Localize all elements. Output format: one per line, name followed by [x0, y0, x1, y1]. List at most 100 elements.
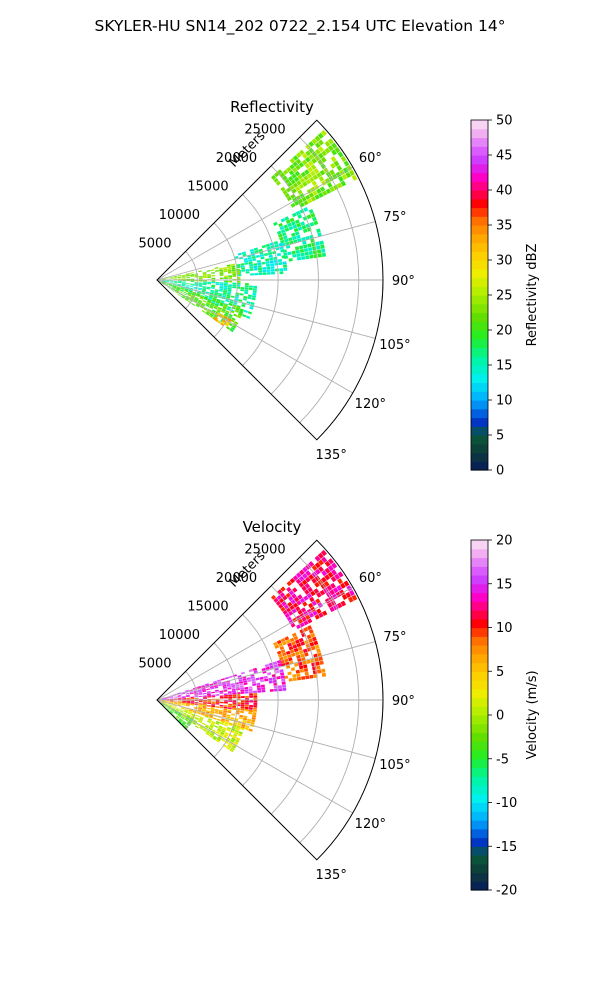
echo-cell	[205, 732, 210, 736]
echo-cell	[313, 168, 320, 174]
echo-cell	[198, 701, 203, 703]
echo-cell	[161, 698, 166, 700]
azimuth-tick-label: 75°	[383, 210, 406, 225]
echo-cell	[223, 287, 228, 290]
echo-cell	[288, 175, 294, 182]
echo-cell	[213, 735, 218, 739]
echo-cell	[166, 708, 170, 712]
echo-cell	[206, 286, 211, 289]
echo-cell	[276, 639, 282, 645]
echo-cell	[303, 664, 308, 669]
range-tick-label: 25000	[244, 542, 285, 557]
echo-cell	[202, 286, 207, 288]
echo-cell	[168, 704, 173, 707]
echo-cell	[248, 707, 253, 710]
echo-cell	[265, 263, 271, 267]
echo-cell	[185, 717, 189, 721]
echo-cell	[331, 173, 338, 180]
colorbar-segment	[471, 540, 488, 550]
echo-cell	[169, 710, 173, 714]
echo-cell	[178, 719, 183, 723]
echo-cell	[261, 261, 266, 265]
echo-cell	[292, 236, 297, 241]
echo-cell	[223, 710, 228, 713]
echo-cell	[248, 690, 253, 694]
echo-cell	[210, 722, 215, 725]
echo-cell	[185, 717, 190, 720]
echo-cell	[171, 287, 176, 290]
echo-cell	[306, 173, 313, 179]
echo-cell	[246, 720, 251, 724]
colorbar-segment	[471, 452, 488, 462]
echo-cell	[242, 719, 247, 723]
echo-cell	[197, 686, 202, 689]
echo-cell	[179, 718, 183, 722]
echo-cell	[169, 700, 174, 702]
echo-cell	[267, 251, 273, 256]
echo-cell	[210, 723, 215, 727]
echo-cell	[246, 677, 251, 680]
echo-cell	[186, 277, 191, 279]
echo-cell	[278, 688, 283, 692]
echo-cell	[227, 306, 232, 310]
echo-cell	[283, 267, 288, 271]
echo-cell	[302, 181, 308, 187]
colorbar-segment	[471, 190, 488, 200]
echo-cell	[181, 716, 185, 719]
echo-cell	[163, 705, 167, 708]
echo-cell	[248, 688, 253, 692]
echo-cell	[283, 169, 289, 175]
echo-cell	[296, 654, 301, 659]
echo-cell	[161, 698, 166, 700]
echo-cell	[195, 304, 200, 308]
echo-cell	[297, 646, 303, 651]
echo-cell	[184, 290, 188, 293]
echo-cell	[203, 297, 208, 301]
echo-cell	[203, 281, 207, 283]
echo-cell	[262, 267, 267, 270]
echo-cell	[161, 281, 165, 284]
echo-cell	[206, 692, 211, 694]
echo-cell	[316, 249, 322, 254]
echo-cell	[173, 696, 178, 698]
echo-cell	[209, 313, 214, 317]
echo-cell	[318, 612, 324, 618]
colorbar-segment	[471, 347, 488, 357]
colorbar-segment	[471, 251, 488, 261]
echo-cell	[164, 283, 168, 286]
echo-cell	[290, 599, 296, 605]
echo-cell	[240, 265, 245, 268]
echo-cell	[316, 608, 322, 614]
echo-cell	[198, 704, 203, 706]
azimuth-tick-label: 135°	[316, 868, 347, 883]
colorbar-segment	[471, 583, 488, 594]
echo-cell	[331, 142, 338, 149]
echo-cell	[299, 668, 305, 673]
colorbar-segment	[471, 592, 488, 602]
echo-cell	[181, 285, 186, 287]
colorbar-segment	[471, 627, 488, 637]
echo-cell	[198, 276, 203, 278]
echo-cell	[189, 272, 194, 274]
echo-cell	[318, 559, 324, 566]
echo-cell	[208, 716, 213, 719]
echo-cell	[311, 157, 317, 164]
echo-cell	[210, 287, 215, 289]
plot-frame	[156, 119, 384, 441]
echo-cell	[280, 606, 286, 612]
colorbar-segment	[471, 321, 488, 331]
echo-cell	[212, 309, 217, 313]
echo-cell	[292, 602, 299, 608]
echo-cell	[228, 277, 233, 279]
echo-cell	[173, 703, 178, 705]
echo-cell	[204, 295, 209, 298]
echo-cell	[221, 308, 226, 312]
echo-cell	[266, 269, 271, 273]
echo-cell	[172, 285, 177, 288]
echo-cell	[336, 164, 343, 171]
echo-cell	[203, 696, 207, 698]
echo-cell	[283, 675, 289, 680]
echo-cell	[177, 276, 182, 278]
echo-cell	[227, 271, 232, 274]
echo-cell	[215, 739, 220, 743]
